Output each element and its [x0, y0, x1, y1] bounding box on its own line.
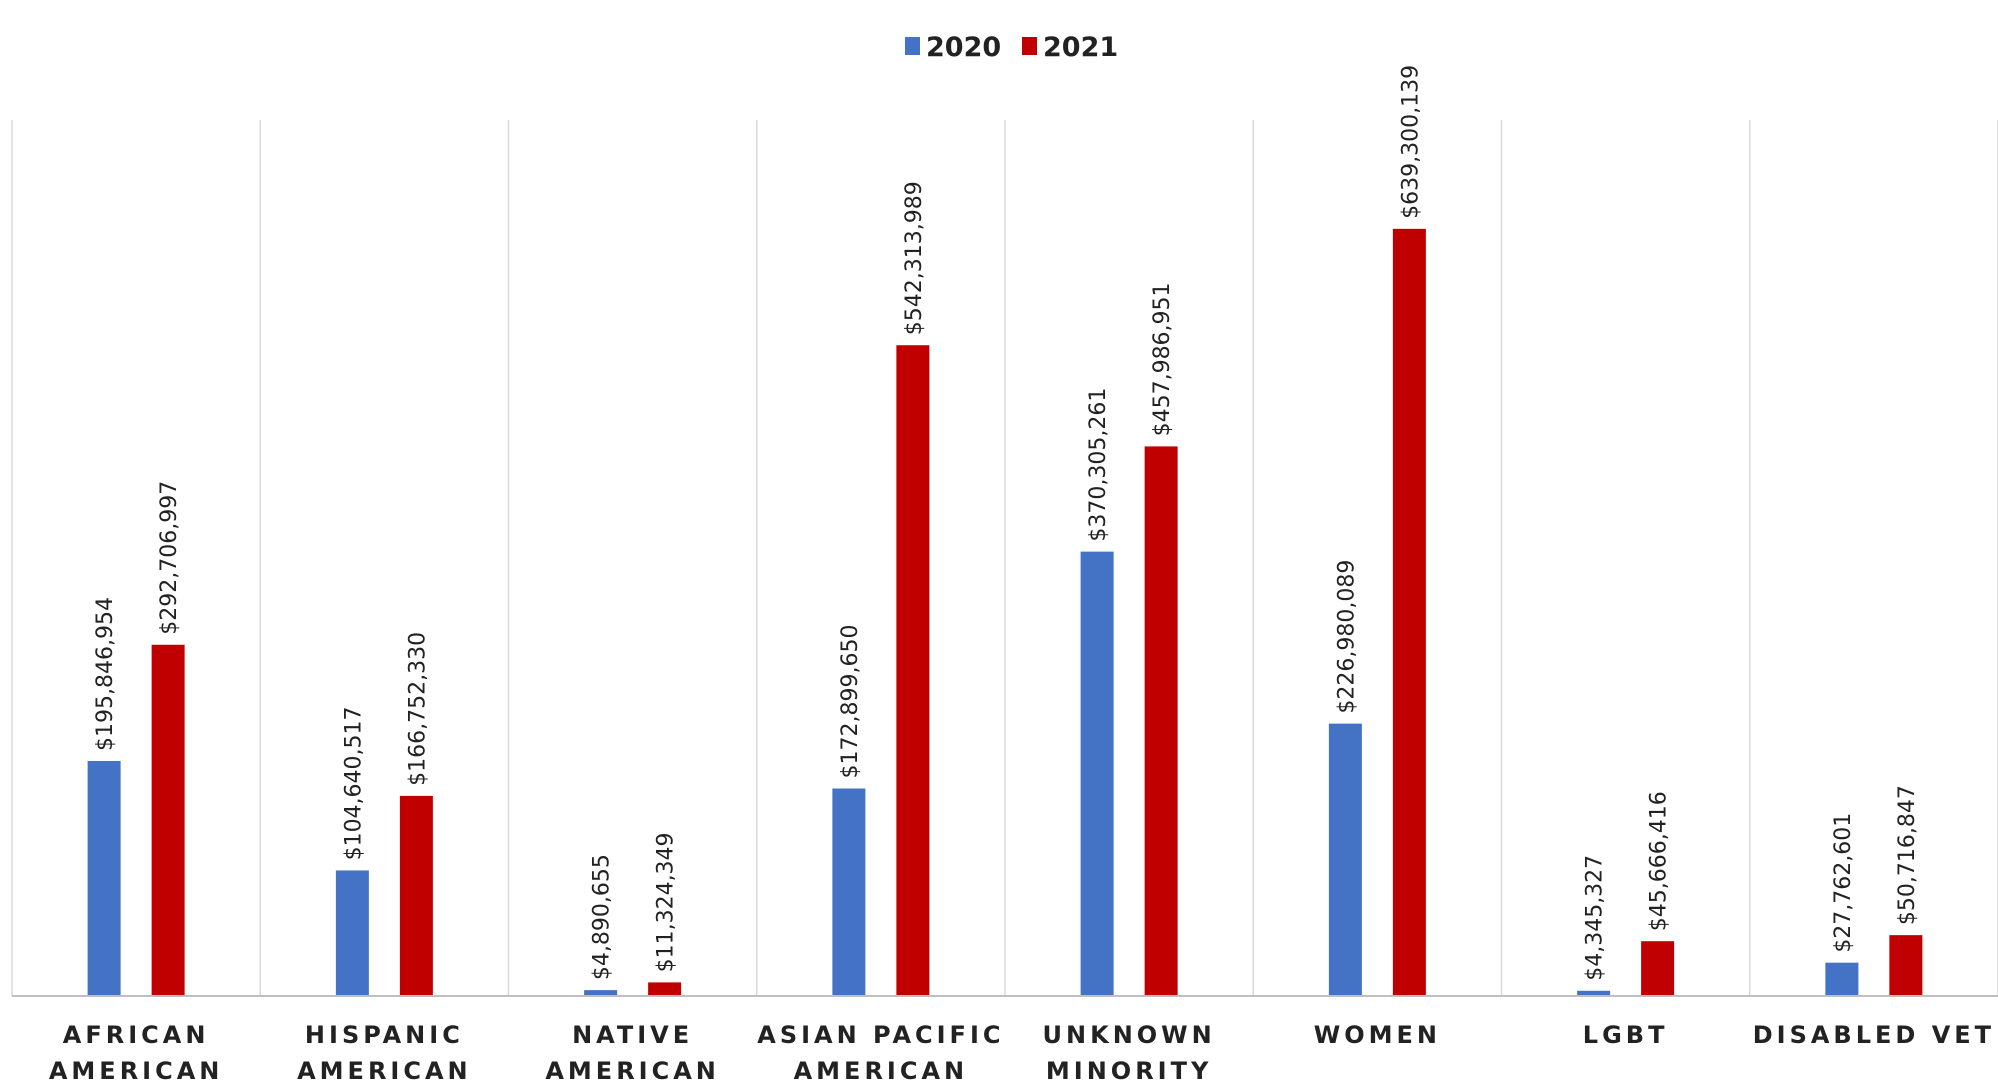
- legend-item-2021: 2021: [1022, 32, 1118, 63]
- category-label-line: AMERICAN: [545, 1057, 720, 1085]
- data-label-2021-0: $292,706,997: [157, 481, 182, 635]
- data-label-2020-5: $226,980,089: [1334, 560, 1359, 714]
- bar-2020-5: [1328, 723, 1362, 996]
- category-label-0: AFRICAN AMERICAN: [49, 1021, 224, 1085]
- bar-2021-4: [1144, 446, 1178, 996]
- category-label-line: WOMEN: [1314, 1021, 1441, 1049]
- data-label-2021-7: $50,716,847: [1895, 785, 1920, 925]
- legend-item-2020: 2020: [905, 32, 1001, 63]
- bar-2020-6: [1577, 990, 1611, 996]
- data-label-2021-3: $542,313,989: [902, 181, 927, 335]
- category-label-line: UNKNOWN: [1043, 1021, 1216, 1049]
- bar-2021-5: [1392, 228, 1426, 996]
- data-label-2020-2: $4,890,655: [590, 854, 615, 980]
- bar-2021-6: [1641, 941, 1675, 996]
- bar-2020-3: [832, 788, 866, 996]
- category-label-6: LGBT: [1583, 1021, 1669, 1049]
- data-label-2021-2: $11,324,349: [654, 832, 679, 972]
- category-label-5: WOMEN: [1314, 1021, 1441, 1049]
- data-label-2021-5: $639,300,139: [1398, 65, 1423, 219]
- bar-2021-2: [648, 982, 682, 996]
- bar-2021-1: [399, 795, 433, 996]
- bar-2020-0: [87, 760, 121, 996]
- category-label-line: DISABLED VET: [1753, 1021, 1995, 1049]
- category-label-1: HISPANIC AMERICAN: [297, 1021, 472, 1085]
- category-label-line: ASIAN PACIFIC: [757, 1021, 1004, 1049]
- legend-label: 2020: [926, 32, 1001, 63]
- legend: 2020 2021: [905, 32, 1118, 63]
- legend-swatch: [1022, 37, 1037, 55]
- data-label-2020-0: $195,846,954: [93, 597, 118, 751]
- category-label-line: HISPANIC: [305, 1021, 464, 1049]
- category-separators: [11, 120, 1998, 996]
- category-label-4: UNKNOWN MINORITY: [1043, 1021, 1216, 1085]
- category-label-7: DISABLED VET: [1753, 1021, 1995, 1049]
- bar-2020-4: [1080, 551, 1114, 996]
- category-label-line: AMERICAN: [794, 1057, 969, 1085]
- bar-2020-2: [584, 990, 618, 996]
- data-label-2020-6: $4,345,327: [1583, 855, 1608, 981]
- category-label-line: AFRICAN: [63, 1021, 210, 1049]
- data-label-2021-1: $166,752,330: [405, 632, 430, 786]
- category-labels: AFRICAN AMERICAN HISPANIC AMERICAN NATIVE AME…: [49, 1021, 1995, 1085]
- bars: [87, 228, 1923, 996]
- data-label-2020-1: $104,640,517: [341, 706, 366, 860]
- legend-label: 2021: [1043, 32, 1118, 63]
- category-label-line: MINORITY: [1046, 1057, 1212, 1085]
- category-label-2: NATIVE AMERICAN: [545, 1021, 720, 1085]
- category-label-line: NATIVE: [572, 1021, 693, 1049]
- category-label-line: LGBT: [1583, 1021, 1669, 1049]
- bar-2021-3: [896, 345, 930, 996]
- data-label-2020-4: $370,305,261: [1086, 388, 1111, 542]
- bar-2020-7: [1825, 962, 1859, 996]
- data-labels: $195,846,954 $104,640,517 $4,890,655 $172,8…: [93, 65, 1920, 981]
- data-label-2021-4: $457,986,951: [1150, 282, 1175, 436]
- category-label-line: AMERICAN: [49, 1057, 224, 1085]
- data-label-2021-6: $45,666,416: [1647, 791, 1672, 931]
- data-label-2020-3: $172,899,650: [838, 625, 863, 779]
- bar-2021-7: [1889, 935, 1923, 996]
- bar-2020-1: [335, 870, 369, 996]
- data-label-2020-7: $27,762,601: [1831, 813, 1856, 953]
- category-label-line: AMERICAN: [297, 1057, 472, 1085]
- category-label-3: ASIAN PACIFIC AMERICAN: [757, 1021, 1004, 1085]
- legend-swatch: [905, 37, 920, 55]
- bar-2021-0: [151, 644, 185, 996]
